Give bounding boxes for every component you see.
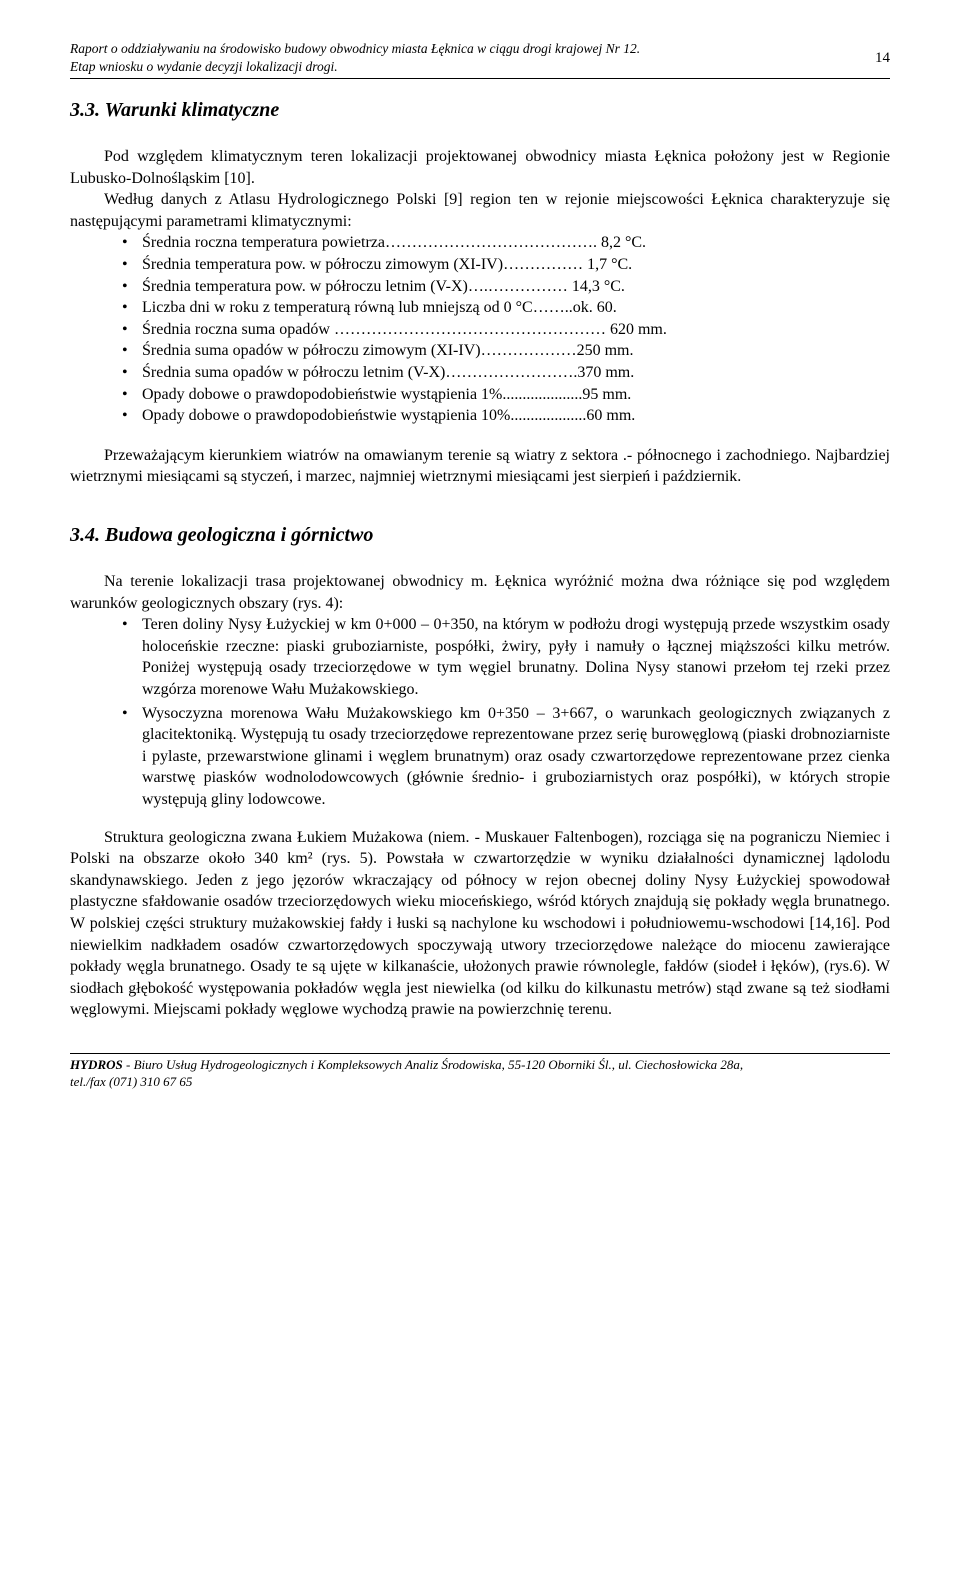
section-3-4-para-1: Na terenie lokalizacji trasa projektowan… [70,571,890,614]
page-footer: HYDROS - Biuro Usług Hydrogeologicznych … [70,1053,890,1091]
header-line-2: Etap wniosku o wydanie decyzji lokalizac… [70,59,338,74]
footer-phone: tel./fax (071) 310 67 65 [70,1074,192,1089]
header-title-block: Raport o oddziaływaniu na środowisko bud… [70,40,640,75]
page-number: 14 [875,48,890,68]
list-item: Średnia roczna temperatura powietrza…………… [122,232,890,254]
section-3-3-title: 3.3. Warunki klimatyczne [70,97,890,124]
list-item: Średnia temperatura pow. w półroczu letn… [122,276,890,298]
section-3-3-para-1b: Według danych z Atlasu Hydrologicznego P… [70,189,890,232]
list-item: Teren doliny Nysy Łużyckiej w km 0+000 –… [122,614,890,700]
section-3-4-title: 3.4. Budowa geologiczna i górnictwo [70,522,890,549]
section-3-3-para-1a: Pod względem klimatycznym teren lokaliza… [70,146,890,189]
footer-company-name: HYDROS [70,1057,123,1072]
page-header: Raport o oddziaływaniu na środowisko bud… [70,40,890,79]
section-3-4-para-2: Struktura geologiczna zwana Łukiem Mużak… [70,827,890,1021]
list-item: Średnia suma opadów w półroczu zimowym (… [122,340,890,362]
list-item: Średnia suma opadów w półroczu letnim (V… [122,362,890,384]
list-item: Wysoczyzna morenowa Wału Mużakowskiego k… [122,703,890,811]
list-item: Średnia temperatura pow. w półroczu zimo… [122,254,890,276]
footer-address: - Biuro Usług Hydrogeologicznych i Kompl… [123,1057,743,1072]
list-item: Opady dobowe o prawdopodobieństwie wystą… [122,405,890,427]
list-item: Liczba dni w roku z temperaturą równą lu… [122,297,890,319]
header-line-1: Raport o oddziaływaniu na środowisko bud… [70,41,640,56]
climate-parameters-list: Średnia roczna temperatura powietrza…………… [70,232,890,426]
geology-areas-list: Teren doliny Nysy Łużyckiej w km 0+000 –… [70,614,890,810]
section-3-3-para-2: Przeważającym kierunkiem wiatrów na omaw… [70,445,890,488]
list-item: Opady dobowe o prawdopodobieństwie wystą… [122,384,890,406]
list-item: Średnia roczna suma opadów …………………………………… [122,319,890,341]
